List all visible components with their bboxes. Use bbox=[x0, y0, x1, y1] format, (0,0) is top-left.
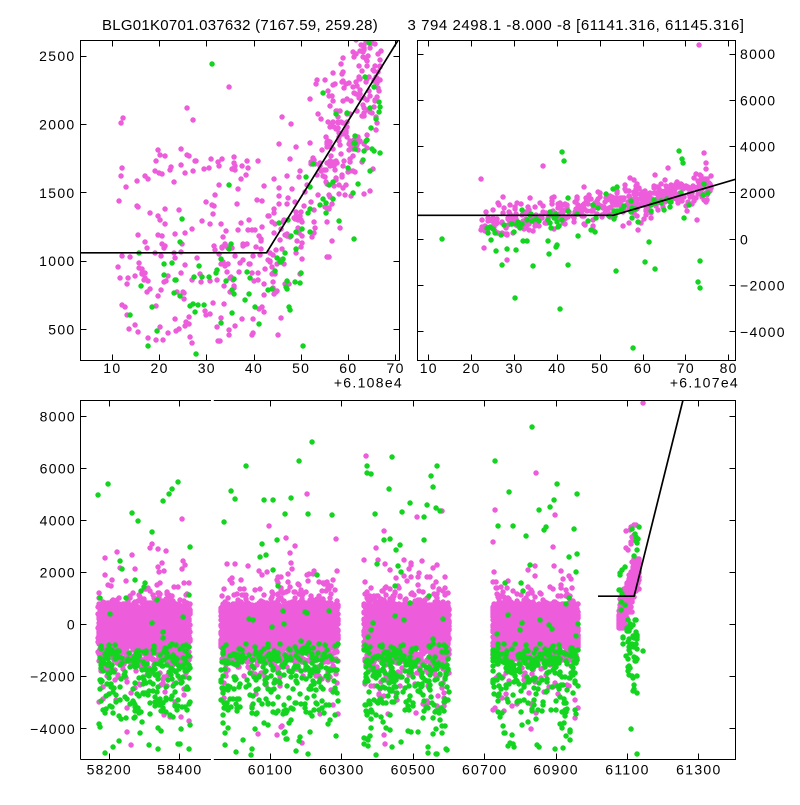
svg-text:1500: 1500 bbox=[39, 185, 75, 201]
svg-text:70: 70 bbox=[677, 360, 695, 376]
svg-text:50: 50 bbox=[292, 360, 310, 376]
svg-text:+6.107e4: +6.107e4 bbox=[670, 375, 739, 391]
svg-text:60900: 60900 bbox=[533, 762, 578, 778]
svg-text:2000: 2000 bbox=[39, 117, 75, 133]
svg-text:61100: 61100 bbox=[605, 762, 649, 778]
svg-text:40: 40 bbox=[245, 360, 263, 376]
svg-text:0: 0 bbox=[740, 231, 749, 247]
svg-text:4000: 4000 bbox=[740, 139, 776, 155]
svg-text:0: 0 bbox=[67, 617, 76, 633]
svg-text:50: 50 bbox=[591, 360, 609, 376]
svg-text:60: 60 bbox=[339, 360, 357, 376]
svg-text:BLG01K0701.037632 (7167.59, 25: BLG01K0701.037632 (7167.59, 259.28) bbox=[102, 17, 378, 34]
svg-text:20: 20 bbox=[151, 360, 169, 376]
svg-text:2000: 2000 bbox=[740, 185, 776, 201]
svg-text:40: 40 bbox=[548, 360, 566, 376]
svg-text:2500: 2500 bbox=[39, 48, 75, 64]
svg-text:10: 10 bbox=[103, 360, 121, 376]
svg-text:30: 30 bbox=[505, 360, 523, 376]
svg-text:61300: 61300 bbox=[676, 762, 721, 778]
svg-text:−2000: −2000 bbox=[30, 669, 76, 685]
svg-text:60100: 60100 bbox=[248, 762, 293, 778]
svg-text:1000: 1000 bbox=[39, 253, 75, 269]
svg-text:2000: 2000 bbox=[40, 565, 76, 581]
svg-text:4000: 4000 bbox=[40, 513, 76, 529]
svg-text:8000: 8000 bbox=[740, 46, 776, 62]
svg-text:6000: 6000 bbox=[40, 460, 76, 476]
svg-text:+6.108e4: +6.108e4 bbox=[334, 375, 403, 391]
svg-text:58200: 58200 bbox=[87, 762, 132, 778]
svg-text:58400: 58400 bbox=[157, 762, 202, 778]
svg-text:8000: 8000 bbox=[40, 408, 76, 424]
svg-text:−4000: −4000 bbox=[740, 324, 786, 340]
svg-text:6000: 6000 bbox=[740, 92, 776, 108]
svg-text:20: 20 bbox=[463, 360, 481, 376]
svg-text:500: 500 bbox=[48, 322, 75, 338]
svg-text:−4000: −4000 bbox=[30, 721, 76, 737]
svg-text:80: 80 bbox=[720, 360, 738, 376]
svg-text:70: 70 bbox=[387, 360, 405, 376]
svg-text:60300: 60300 bbox=[319, 762, 364, 778]
svg-text:−2000: −2000 bbox=[740, 278, 786, 294]
svg-text:60500: 60500 bbox=[391, 762, 436, 778]
svg-text:60700: 60700 bbox=[462, 762, 507, 778]
svg-text:30: 30 bbox=[198, 360, 216, 376]
svg-text:60: 60 bbox=[634, 360, 652, 376]
svg-text:10: 10 bbox=[420, 360, 438, 376]
svg-text:3 794 2498.1 -8.000 -8 [61141.: 3 794 2498.1 -8.000 -8 [61141.316, 61145… bbox=[408, 17, 745, 34]
